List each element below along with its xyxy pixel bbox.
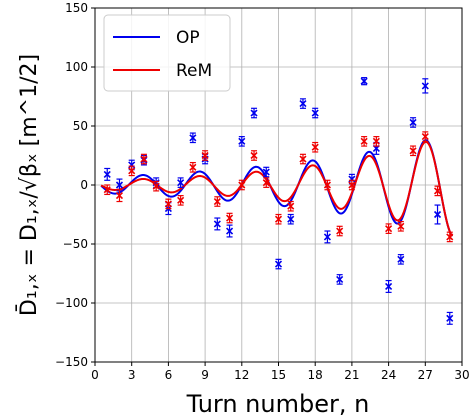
y-tick-label: 0 — [80, 178, 88, 192]
data-point-op — [446, 314, 454, 322]
data-point-rem — [262, 179, 270, 187]
data-point-rem — [421, 133, 429, 141]
data-point-op — [348, 175, 356, 183]
data-point-rem — [287, 202, 295, 210]
data-point-op — [226, 227, 234, 235]
series-curves — [100, 139, 454, 237]
data-point-rem — [348, 181, 356, 189]
data-point-op — [385, 282, 393, 291]
data-point-rem — [250, 151, 258, 160]
data-point-rem — [152, 182, 160, 190]
data-point-op — [250, 109, 258, 117]
data-point-rem — [213, 197, 221, 206]
y-axis-label: D̄₁,ₓ = D₁,ₓ/√βₓ [m^1/2] — [16, 54, 42, 316]
data-point-op — [238, 137, 246, 145]
data-point-op — [177, 179, 185, 187]
data-point-op — [360, 77, 368, 85]
data-point-op — [189, 134, 197, 142]
data-point-op — [311, 109, 319, 117]
data-point-rem — [311, 143, 319, 151]
data-point-rem — [372, 137, 380, 145]
data-point-op — [336, 275, 344, 283]
data-point-rem — [140, 155, 148, 163]
data-point-op — [421, 82, 429, 90]
y-tick-label: −100 — [55, 296, 88, 310]
data-point-op — [213, 220, 221, 228]
data-point-rem — [238, 181, 246, 189]
data-point-rem — [115, 192, 124, 200]
data-point-op — [115, 181, 124, 189]
legend: OP ReM — [103, 14, 231, 92]
data-point-rem — [226, 214, 234, 222]
data-point-op — [409, 118, 417, 127]
data-point-rem — [128, 167, 136, 175]
data-point-rem — [323, 181, 331, 189]
data-point-rem — [433, 187, 442, 195]
data-point-rem — [299, 155, 307, 163]
data-point-rem — [397, 222, 405, 230]
data-point-op — [274, 260, 283, 268]
data-point-op — [262, 168, 270, 176]
data-point-op — [128, 161, 136, 169]
data-point-rem — [360, 137, 368, 145]
x-tick-label: 18 — [308, 368, 323, 382]
data-point-rem — [274, 215, 283, 223]
data-point-op — [287, 215, 295, 223]
x-tick-label: 6 — [165, 368, 173, 382]
data-markers — [103, 77, 454, 325]
data-point-op — [103, 170, 111, 178]
legend-label-rem: ReM — [176, 61, 212, 81]
x-tick-label: 9 — [201, 368, 209, 382]
axis-ticks: 0 3 6 9 12 15 18 21 24 27 30 −150 −100 −50 0 50 100 150 — [55, 1, 469, 382]
data-point-op — [323, 233, 331, 241]
legend-box — [103, 14, 231, 92]
x-tick-label: 30 — [454, 368, 469, 382]
y-tick-label: −150 — [55, 355, 88, 369]
data-point-rem — [409, 147, 417, 155]
data-point-rem — [103, 186, 111, 194]
x-tick-label: 24 — [381, 368, 396, 382]
data-point-op — [433, 210, 442, 219]
legend-label-op: OP — [176, 28, 200, 48]
data-point-rem — [446, 233, 454, 241]
data-point-rem — [189, 163, 197, 171]
data-point-rem — [164, 200, 172, 208]
y-tick-label: 100 — [65, 60, 88, 74]
data-point-rem — [201, 151, 209, 160]
data-point-rem — [177, 196, 185, 204]
x-tick-label: 3 — [128, 368, 136, 382]
x-tick-label: 21 — [344, 368, 359, 382]
y-tick-label: 50 — [73, 119, 88, 133]
x-tick-label: 27 — [418, 368, 433, 382]
y-tick-label: −50 — [63, 237, 88, 251]
series-curve-rem — [100, 140, 454, 237]
y-tick-label: 150 — [65, 1, 88, 15]
data-point-rem — [336, 227, 344, 235]
x-tick-label: 12 — [234, 368, 249, 382]
data-point-op — [397, 255, 405, 263]
x-tick-label: 15 — [271, 368, 286, 382]
x-axis-label: Turn number, n — [186, 390, 370, 418]
series-curve-op — [100, 139, 454, 237]
data-point-op — [299, 100, 307, 108]
x-tick-label: 0 — [91, 368, 99, 382]
data-point-rem — [385, 225, 393, 233]
